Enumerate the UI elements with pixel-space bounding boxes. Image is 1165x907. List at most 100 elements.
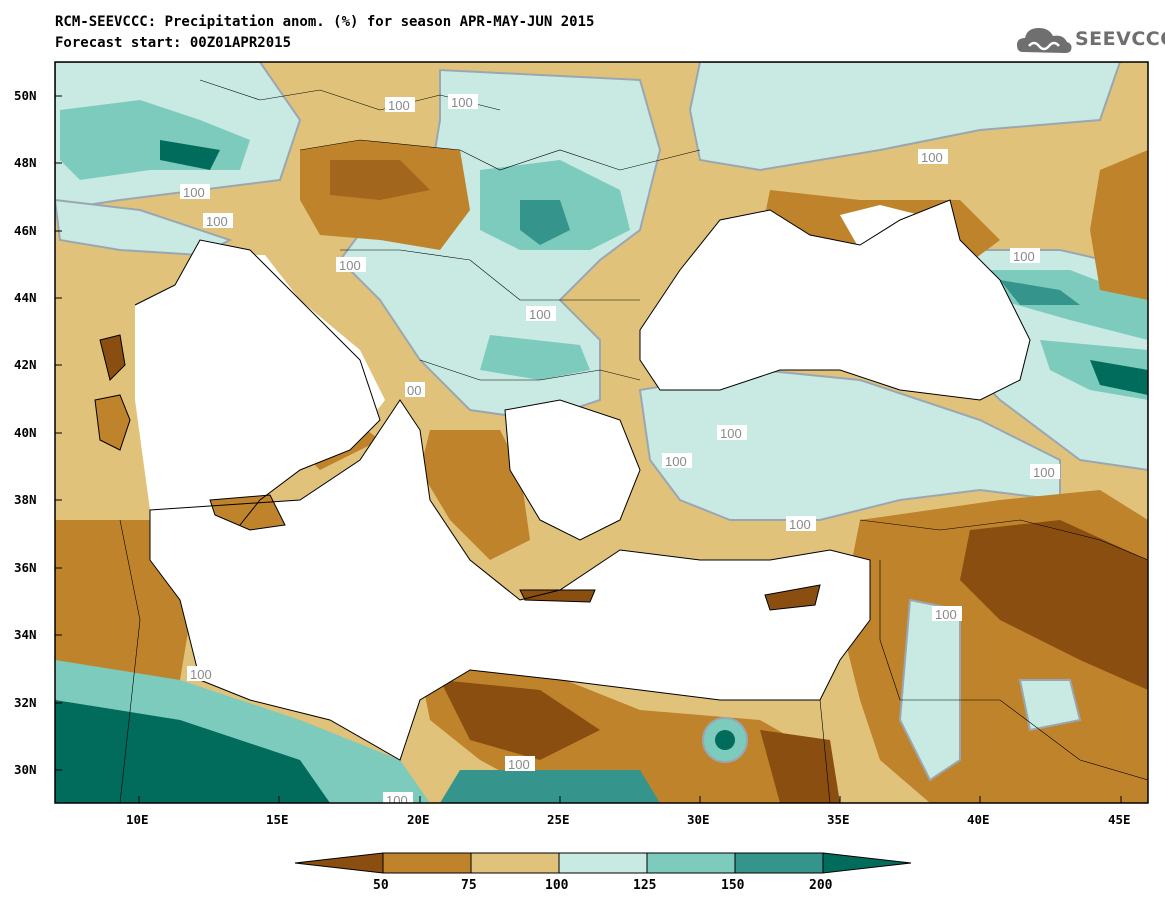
extreme-wet-spot-nile-delta	[715, 730, 735, 750]
cloud-icon	[1017, 28, 1072, 53]
contour-label: 00	[405, 382, 425, 398]
svg-text:100: 100	[1033, 465, 1055, 480]
very-wet-core-caucasus	[1000, 280, 1080, 305]
adriatic-sea	[215, 255, 385, 420]
coastlines	[94, 199, 1031, 761]
very-dry-core-hungary	[330, 160, 430, 200]
lon-label: 25E	[547, 812, 570, 827]
colorbar-label: 100	[545, 878, 569, 893]
colorbar-label: 50	[373, 878, 389, 893]
lon-label: 40E	[967, 812, 990, 827]
contour-label: 100	[1010, 248, 1040, 264]
contour-label: 100	[662, 453, 692, 469]
svg-text:00: 00	[407, 383, 421, 398]
contour-labels: 100 100 100 100 100 100 100 100 100 100 …	[180, 94, 1060, 808]
very-wet-libya-east	[440, 770, 660, 803]
svg-text:100: 100	[339, 258, 361, 273]
dry-region-greece	[420, 430, 530, 560]
colorbar-label: 75	[461, 878, 477, 893]
colorbar-label: 150	[721, 878, 745, 893]
contour-label: 100	[505, 756, 535, 772]
lon-label: 15E	[266, 812, 289, 827]
contour-label: 100	[385, 97, 415, 113]
svg-text:100: 100	[508, 757, 530, 772]
lat-label: 44N	[14, 290, 37, 305]
contour-label: 100	[918, 149, 948, 165]
colorbar	[294, 852, 912, 874]
lat-label: 36N	[14, 560, 37, 575]
island-corsica	[100, 335, 125, 380]
svg-text:100: 100	[529, 307, 551, 322]
svg-text:100: 100	[451, 95, 473, 110]
lat-label: 50N	[14, 88, 37, 103]
black-sea	[640, 200, 1030, 400]
svg-text:100: 100	[386, 793, 408, 808]
wet-spot-iraq	[1018, 679, 1082, 732]
svg-text:100: 100	[935, 607, 957, 622]
svg-text:100: 100	[720, 426, 742, 441]
forecast-start-subtitle: Forecast start: 00Z01APR2015	[55, 35, 292, 51]
mediterranean-sea	[150, 400, 870, 760]
contour-label: 100	[786, 516, 816, 532]
colorbar-segment	[734, 852, 824, 874]
colorbar-segment	[558, 852, 648, 874]
svg-text:100: 100	[183, 185, 205, 200]
sea-of-azov	[840, 205, 920, 250]
contour-label: 100	[180, 184, 210, 200]
lon-label: 30E	[687, 812, 710, 827]
lon-label: 20E	[407, 812, 430, 827]
contour-label: 100	[187, 666, 217, 682]
contour-label: 100	[336, 257, 366, 273]
svg-text:100: 100	[921, 150, 943, 165]
island-sicily	[210, 495, 285, 530]
very-dry-core-egypt	[760, 730, 840, 803]
contour-label: 100	[448, 94, 478, 110]
colorbar-label: 125	[633, 878, 657, 893]
island-cyprus	[765, 585, 820, 610]
lat-label: 32N	[14, 695, 37, 710]
lat-label: 46N	[14, 223, 37, 238]
very-dry-core-libya	[440, 680, 600, 760]
contour-label: 100	[717, 425, 747, 441]
contour-label: 100	[932, 606, 962, 622]
logo-text: SEEVCCC	[1075, 28, 1165, 50]
colorbar-segment	[294, 852, 384, 874]
dry-region-volga	[1090, 150, 1148, 300]
lat-label: 48N	[14, 155, 37, 170]
contour-label: 100	[1030, 464, 1060, 480]
svg-text:100: 100	[206, 214, 228, 229]
extreme-wet-libya-west	[55, 700, 330, 803]
wet-core-serbia	[480, 335, 590, 380]
seevccc-logo: SEEVCCC	[1015, 20, 1165, 60]
map-title: RCM-SEEVCCC: Precipitation anom. (%) for…	[55, 14, 595, 30]
colorbar-segment	[470, 852, 560, 874]
svg-text:100: 100	[1013, 249, 1035, 264]
lat-label: 38N	[14, 492, 37, 507]
axis-ticks	[55, 95, 1122, 803]
svg-text:100: 100	[789, 517, 811, 532]
wet-region-ukraine	[688, 62, 1122, 172]
map-field: 100 100 100 100 100 100 100 100 100 100 …	[55, 62, 1148, 808]
island-crete	[520, 590, 595, 602]
island-sardinia	[95, 395, 130, 450]
contour-label: 100	[383, 792, 413, 808]
lon-label: 35E	[827, 812, 850, 827]
very-dry-core-syria	[960, 520, 1148, 690]
tyrrhenian-sea	[135, 240, 380, 530]
colorbar-segment	[646, 852, 736, 874]
lon-label: 45E	[1108, 812, 1131, 827]
colorbar-label: 200	[809, 878, 833, 893]
lat-label: 42N	[14, 357, 37, 372]
lon-label: 10E	[126, 812, 149, 827]
lat-label: 40N	[14, 425, 37, 440]
svg-text:100: 100	[388, 98, 410, 113]
svg-text:100: 100	[665, 454, 687, 469]
colorbar-segment	[382, 852, 472, 874]
colorbar-segment	[822, 852, 912, 874]
extreme-wet-core-caucasus	[1090, 360, 1148, 395]
very-wet-core-pannonian	[520, 200, 570, 245]
very-wet-core-alps	[160, 140, 220, 170]
aegean-sea	[505, 400, 640, 540]
svg-text:100: 100	[190, 667, 212, 682]
